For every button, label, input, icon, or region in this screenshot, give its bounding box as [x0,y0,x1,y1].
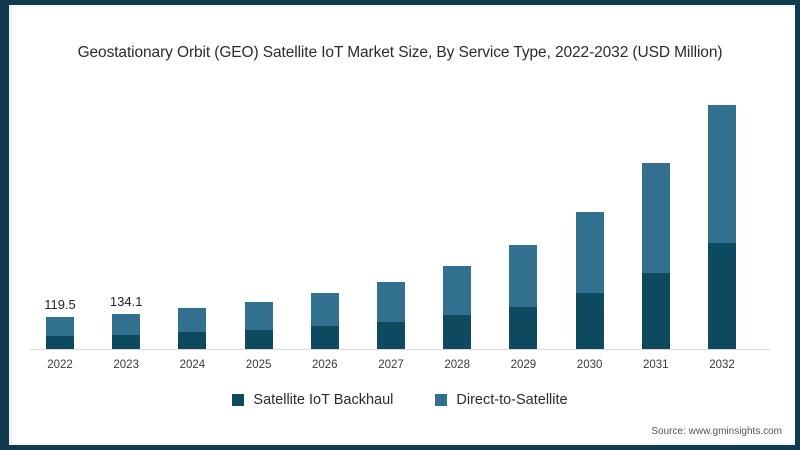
bar-segment-direct-to-satellite-2030[interactable] [575,212,604,294]
legend-item-direct-to-satellite[interactable]: Direct-to-Satellite [435,392,568,408]
x-axis-tick-2027: 2027 [378,359,404,371]
legend-label: Satellite IoT Backhaul [253,392,394,408]
frame-border-left-inner [9,0,12,450]
x-axis-tick-2028: 2028 [444,359,470,371]
x-axis-tick-2024: 2024 [179,359,206,371]
x-axis-tick-2025: 2025 [245,359,272,371]
x-axis-line [30,349,770,350]
bar-segment-satellite-iot-backhaul-2031[interactable] [641,272,670,349]
bar-segment-satellite-iot-backhaul-2023[interactable] [112,334,141,349]
x-axis-tick-2022: 2022 [47,359,73,371]
bar-segment-satellite-iot-backhaul-2028[interactable] [443,315,472,349]
bar-segment-direct-to-satellite-2027[interactable] [377,282,405,322]
bar-segment-satellite-iot-backhaul-2024[interactable] [178,332,207,349]
frame-border-top [0,0,800,5]
bar-segment-direct-to-satellite-2024[interactable] [178,308,207,333]
x-axis-tick-2023: 2023 [113,359,139,371]
bar-segment-satellite-iot-backhaul-2032[interactable] [708,243,736,349]
bar-segment-direct-to-satellite-2028[interactable] [443,266,472,316]
legend-swatch-icon [435,394,448,406]
bar-2029[interactable] [509,245,538,349]
frame-border-left [0,0,9,450]
bar-2026[interactable] [310,293,339,349]
x-axis-tick-2032: 2032 [709,359,735,371]
legend-label: Direct-to-Satellite [456,392,568,408]
bar-segment-direct-to-satellite-2032[interactable] [708,105,736,244]
x-axis-tick-2026: 2026 [312,359,338,371]
bar-segment-satellite-iot-backhaul-2030[interactable] [575,293,604,349]
source-attribution: Source: www.gminsights.com [651,426,782,437]
bar-segment-direct-to-satellite-2022[interactable] [46,317,74,337]
x-axis-tick-2029: 2029 [510,359,537,371]
bar-segment-direct-to-satellite-2026[interactable] [310,293,339,327]
page-title: Geostationary Orbit (GEO) Satellite IoT … [77,44,723,61]
bar-segment-direct-to-satellite-2023[interactable] [112,313,141,335]
bar-2031[interactable] [641,162,670,349]
bar-2028[interactable] [443,266,472,349]
bar-segment-direct-to-satellite-2025[interactable] [244,301,273,330]
bar-segment-satellite-iot-backhaul-2027[interactable] [377,321,405,349]
chart-legend: Satellite IoT Backhaul Direct-to-Satellit… [0,392,800,408]
bar-segment-satellite-iot-backhaul-2022[interactable] [46,336,74,349]
bar-2027[interactable] [377,282,405,349]
legend-item-satellite-iot-backhaul[interactable]: Satellite IoT Backhaul [232,392,393,408]
bar-segment-satellite-iot-backhaul-2029[interactable] [509,306,538,349]
frame-border-right [795,0,800,450]
bar-2023[interactable]: 134.1 [110,294,142,349]
bar-segment-direct-to-satellite-2029[interactable] [509,245,538,307]
bar-2032[interactable] [708,105,736,349]
bar-2030[interactable] [575,212,604,349]
bar-value-label-2022: 119.5 [44,297,76,313]
bar-segment-satellite-iot-backhaul-2026[interactable] [310,326,339,349]
bar-segment-satellite-iot-backhaul-2025[interactable] [244,329,273,349]
bar-segment-direct-to-satellite-2031[interactable] [641,162,670,273]
x-axis-tick-2031: 2031 [643,359,669,371]
bar-value-label-2023: 134.1 [109,293,143,309]
frame-hairline-top [12,5,795,7]
bar-2025[interactable] [244,301,273,349]
bar-2022[interactable]: 119.5 [44,297,76,349]
bar-2024[interactable] [178,308,207,349]
x-axis-tick-2030: 2030 [576,359,603,371]
frame-border-bottom [0,445,800,450]
frame-hairline-bottom [12,443,795,445]
legend-swatch-icon [232,394,245,406]
